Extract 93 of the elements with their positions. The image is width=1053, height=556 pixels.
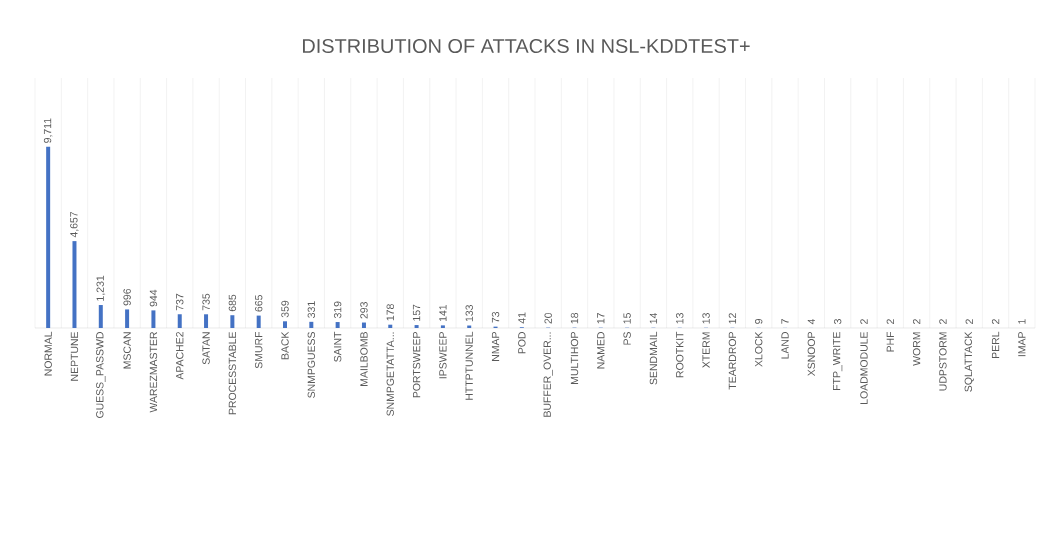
x-tick-label: LAND — [781, 332, 789, 359]
bar — [283, 321, 287, 328]
data-label: 17 — [597, 313, 605, 324]
x-tick-label: MAILBOMB — [360, 332, 368, 386]
bar — [256, 315, 261, 328]
x-tick-label: SQLATTACK — [964, 331, 974, 392]
data-label: 4 — [807, 318, 815, 325]
data-label: 665 — [254, 295, 263, 312]
x-tick-label: IMAP — [1018, 332, 1026, 357]
data-label: 1 — [1018, 319, 1026, 324]
x-tick-label: SAINT — [333, 331, 342, 362]
data-label: 319 — [333, 301, 342, 319]
bar — [72, 241, 77, 328]
data-label: 944 — [149, 289, 158, 307]
x-tick-label: PS — [623, 332, 631, 345]
data-label: 2 — [991, 319, 1000, 324]
data-label: 13 — [702, 313, 710, 324]
bar — [414, 325, 419, 328]
x-tick-label: NEPTUNE — [70, 331, 79, 381]
x-tick-label: UDPSTORM — [939, 332, 947, 391]
bar — [177, 314, 182, 328]
x-tick-label: TEARDROP — [728, 332, 737, 390]
x-tick-label: MULTIHOP — [570, 332, 579, 384]
data-label: 737 — [176, 293, 184, 311]
bar — [440, 325, 445, 328]
x-tick-label: BACK — [281, 331, 289, 360]
bar — [204, 314, 209, 328]
data-label: 41 — [518, 312, 526, 324]
x-tick-label: LOADMODULE — [860, 331, 868, 404]
x-tick-label: SNMPGETATTA... — [386, 332, 394, 416]
data-label: 12 — [728, 313, 737, 324]
x-tick-label: HTTPTUNNEL — [465, 331, 473, 400]
x-tick-label: PROCESSTABLE — [228, 331, 237, 415]
bar — [309, 321, 314, 328]
bar — [125, 309, 130, 328]
x-tick-label: NAMED — [597, 332, 605, 369]
data-label: 20 — [544, 312, 552, 324]
data-label: 996 — [123, 288, 131, 306]
chart-title: DISTRIBUTION OF ATTACKS IN NSL-KDDTEST+ — [303, 38, 750, 54]
x-tick-label: XSNOOP — [807, 332, 816, 377]
x-tick-label: APACHE2 — [176, 332, 184, 380]
bar — [335, 322, 340, 328]
bar — [151, 310, 156, 328]
data-label: 2 — [965, 319, 973, 324]
x-tick-label: MSCAN — [123, 332, 131, 369]
data-label: 157 — [412, 304, 421, 321]
x-tick-label: SNMPGUESS — [307, 332, 316, 398]
data-label: 9,711 — [43, 118, 53, 143]
x-tick-label: SATAN — [202, 332, 210, 365]
data-label: 73 — [491, 311, 500, 323]
x-tick-label: PERL — [991, 331, 1000, 358]
x-tick-label: PHF — [886, 331, 894, 352]
bar — [98, 305, 103, 328]
bar — [46, 146, 51, 328]
data-label: 2 — [886, 319, 894, 324]
data-label: 4,657 — [70, 211, 79, 238]
data-label: 359 — [281, 300, 289, 318]
x-tick-label: WAREZMASTER — [149, 332, 158, 413]
x-tick-label: GUESS_PASSWD — [96, 332, 106, 418]
x-tick-label: SENDMAIL — [649, 331, 658, 385]
bar — [388, 324, 393, 328]
data-label: 178 — [386, 304, 394, 321]
data-label: 14 — [649, 312, 658, 324]
data-label: 13 — [676, 313, 684, 324]
x-tick-label: XLOCK — [755, 331, 763, 367]
data-label: 3 — [833, 319, 842, 325]
data-label: 7 — [781, 319, 789, 324]
x-tick-label: SMURF — [254, 331, 263, 369]
x-tick-label: FTP_WRITE — [833, 331, 843, 390]
data-label: 133 — [465, 305, 473, 322]
x-tick-label: NORMAL — [44, 331, 52, 376]
data-label: 331 — [307, 301, 316, 318]
data-label: 293 — [360, 302, 368, 319]
data-label: 15 — [623, 313, 631, 324]
data-label: 2 — [912, 319, 921, 324]
x-tick-label: NMAP — [491, 332, 500, 361]
data-label: 685 — [228, 294, 237, 312]
x-tick-label: XTERM — [702, 332, 710, 368]
data-label: 9 — [755, 319, 763, 324]
x-tick-label: ROOTKIT — [676, 331, 684, 378]
data-label: 141 — [439, 304, 447, 322]
x-tick-label: BUFFER_OVER... — [543, 332, 553, 417]
data-label: 2 — [860, 319, 868, 324]
bar — [361, 322, 366, 328]
x-tick-label: WORM — [912, 332, 921, 366]
x-tick-label: PORTSWEEP — [412, 332, 421, 398]
data-label: 1,231 — [96, 275, 106, 301]
bar — [230, 315, 235, 328]
x-tick-label: POD — [518, 332, 526, 354]
data-label: 2 — [939, 319, 947, 324]
x-tick-label: IPSWEEP — [439, 332, 447, 379]
data-label: 735 — [202, 293, 210, 311]
data-label: 18 — [570, 312, 579, 324]
